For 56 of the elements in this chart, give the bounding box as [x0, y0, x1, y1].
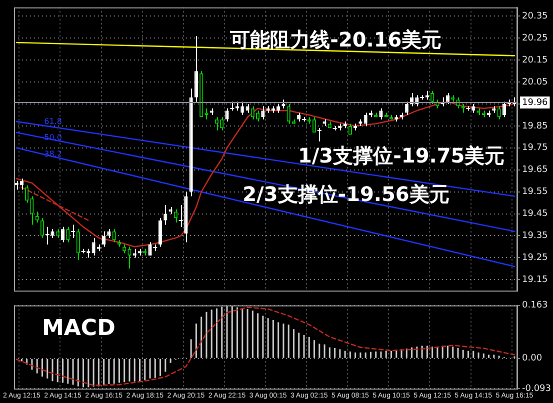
y-tick-label: 19.25 — [522, 253, 548, 264]
candlestick — [102, 230, 106, 248]
candlestick — [164, 204, 168, 226]
y-tick-label: 19.55 — [522, 187, 548, 198]
annotation: 50.0 — [44, 132, 62, 142]
candlestick — [44, 226, 50, 245]
candlestick — [225, 108, 229, 122]
y-tick-label: 19.35 — [522, 231, 548, 242]
candlestick — [60, 226, 65, 243]
candlestick — [364, 112, 368, 126]
y-tick-label: -0.093 — [522, 384, 552, 394]
candlestick — [214, 116, 219, 131]
annotation: 38.2 — [44, 150, 62, 159]
candlestick — [112, 228, 116, 243]
candlestick — [404, 101, 408, 116]
y-tick-label: 20.35 — [522, 12, 548, 22]
y-tick-label: 19.65 — [522, 165, 548, 176]
candlestick — [502, 101, 506, 118]
y-tick-label: 0.00 — [522, 354, 542, 364]
candlestick — [497, 106, 501, 120]
candlestick — [312, 116, 316, 134]
candlestick — [158, 218, 162, 248]
candlestick — [446, 92, 450, 104]
candlestick — [128, 246, 132, 270]
candlestick — [286, 103, 290, 124]
line-series — [16, 306, 516, 386]
y-tick-label: 20.05 — [522, 77, 548, 88]
candlestick — [25, 184, 29, 204]
y-tick-label: 19.75 — [522, 143, 548, 154]
y-tick-label: 20.15 — [522, 55, 548, 66]
candlestick — [261, 106, 265, 120]
candlestick — [174, 208, 178, 224]
candlestick — [70, 224, 76, 238]
candlestick — [92, 237, 96, 256]
y-tick-label: 19.85 — [522, 121, 548, 132]
candlestick — [256, 110, 260, 122]
candlestick — [250, 106, 254, 120]
candlestick — [76, 228, 80, 260]
annotation: 可能阻力线-20.16美元 — [229, 28, 442, 52]
y-tick-label: 19.15 — [522, 274, 548, 285]
y-tick-label: 0.163 — [522, 300, 548, 311]
candlestick — [379, 108, 383, 120]
y-tick-label: 19.45 — [522, 209, 548, 220]
annotation: 1/3支撑位-19.75美元 — [298, 144, 505, 168]
candlestick — [35, 211, 39, 224]
candlestick — [220, 116, 224, 131]
candlestick — [30, 196, 34, 226]
text: MACD — [42, 316, 116, 342]
candlestick — [240, 101, 244, 116]
ref-line-label: 19.96 — [522, 98, 548, 108]
annotation: 61.8 — [44, 117, 62, 126]
y-tick-label: 20.25 — [522, 33, 548, 44]
candlestick — [430, 90, 434, 104]
candlestick — [66, 226, 70, 243]
candlestick — [40, 218, 44, 238]
candlestick — [316, 128, 322, 142]
